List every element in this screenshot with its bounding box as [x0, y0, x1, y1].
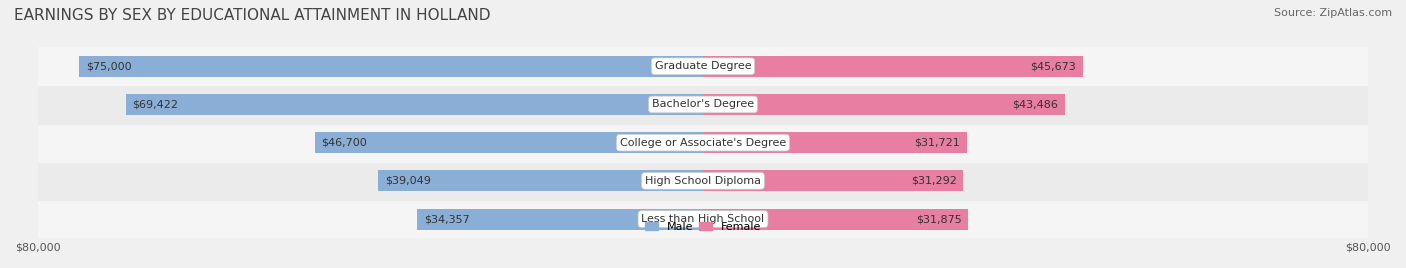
Text: $45,673: $45,673 [1031, 61, 1076, 71]
Text: $39,049: $39,049 [385, 176, 430, 186]
Text: EARNINGS BY SEX BY EDUCATIONAL ATTAINMENT IN HOLLAND: EARNINGS BY SEX BY EDUCATIONAL ATTAINMEN… [14, 8, 491, 23]
Text: Less than High School: Less than High School [641, 214, 765, 224]
Text: $43,486: $43,486 [1012, 99, 1057, 109]
Bar [315, 132, 703, 153]
Bar [703, 170, 963, 191]
Text: $69,422: $69,422 [132, 99, 179, 109]
Text: Source: ZipAtlas.com: Source: ZipAtlas.com [1274, 8, 1392, 18]
Text: High School Diploma: High School Diploma [645, 176, 761, 186]
Bar [38, 85, 1368, 124]
Text: $31,721: $31,721 [914, 138, 960, 148]
Bar [703, 132, 967, 153]
Bar [38, 200, 1368, 238]
Bar [38, 162, 1368, 200]
Bar [378, 170, 703, 191]
Text: Bachelor's Degree: Bachelor's Degree [652, 99, 754, 109]
Text: $31,875: $31,875 [915, 214, 962, 224]
Bar [125, 94, 703, 115]
Bar [38, 47, 1368, 85]
Text: Graduate Degree: Graduate Degree [655, 61, 751, 71]
Bar [79, 56, 703, 77]
Text: $31,292: $31,292 [911, 176, 956, 186]
Text: $75,000: $75,000 [86, 61, 132, 71]
Text: $34,357: $34,357 [425, 214, 470, 224]
Text: College or Associate's Degree: College or Associate's Degree [620, 138, 786, 148]
Bar [703, 56, 1083, 77]
Bar [703, 209, 969, 230]
Bar [703, 94, 1064, 115]
Bar [38, 124, 1368, 162]
Text: $46,700: $46,700 [322, 138, 367, 148]
Bar [418, 209, 703, 230]
Legend: Male, Female: Male, Female [640, 217, 766, 236]
